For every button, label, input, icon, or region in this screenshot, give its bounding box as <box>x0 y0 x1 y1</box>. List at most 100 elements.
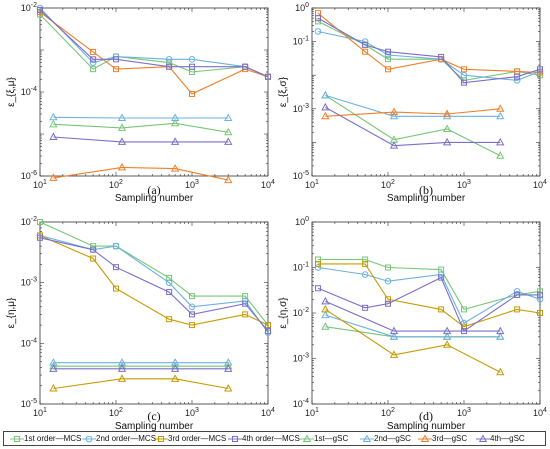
plot-area <box>39 221 269 405</box>
legend-marker <box>232 435 238 442</box>
legend-marker <box>362 433 372 442</box>
y-tick-label: 100 <box>295 216 309 227</box>
panel-label: (d) <box>419 409 433 423</box>
data-point <box>166 316 173 323</box>
series-line <box>317 276 540 332</box>
series-line <box>39 9 269 78</box>
data-point <box>170 364 180 372</box>
data-point <box>242 300 249 307</box>
data-point <box>537 69 543 76</box>
data-point <box>49 173 58 181</box>
data-point <box>49 132 58 140</box>
data-point <box>361 271 369 278</box>
data-point <box>362 48 369 55</box>
data-point <box>242 63 249 70</box>
data-point <box>315 260 322 267</box>
y-tick-label: 10-1 <box>293 262 309 273</box>
data-point <box>189 311 195 318</box>
series-6 <box>321 104 505 120</box>
triangle-marker-icon <box>476 433 490 442</box>
data-point <box>49 361 58 370</box>
series-line <box>53 166 229 181</box>
series-7 <box>49 132 233 145</box>
data-point <box>166 59 173 66</box>
series-line <box>318 263 541 328</box>
data-point <box>314 264 322 271</box>
data-point <box>224 383 233 392</box>
y-tick-label: 10-1 <box>293 36 309 47</box>
circle-marker-icon <box>82 435 96 442</box>
y-axis-label: ε_{η,μ} <box>6 297 17 328</box>
data-point <box>321 310 330 319</box>
data-point <box>315 18 322 25</box>
data-point <box>37 219 43 225</box>
series-line <box>39 221 269 326</box>
data-point <box>265 73 271 80</box>
series-2 <box>315 260 543 330</box>
data-point <box>265 327 271 334</box>
data-point <box>90 56 97 63</box>
x-tick-label: 104 <box>533 407 547 418</box>
y-axis-label: ε_{ξ,μ} <box>6 76 17 106</box>
legend-label: 2nd—gSC <box>374 434 411 443</box>
data-point <box>242 311 249 318</box>
series-4 <box>49 118 233 136</box>
data-point <box>513 287 521 295</box>
panel-a: 101 102 103 104 10-6 10-4 10-2 Sampling number ε… <box>6 2 275 204</box>
triangle-marker-icon <box>418 433 432 442</box>
series-6 <box>321 304 505 376</box>
data-point <box>460 319 468 327</box>
legend-item: 2nd—gSC <box>360 432 411 445</box>
series-5 <box>321 90 505 120</box>
data-point <box>90 243 97 250</box>
data-point <box>385 296 391 303</box>
data-point <box>321 296 330 305</box>
legend-marker <box>14 435 20 442</box>
series-line <box>325 308 501 373</box>
series-line <box>317 266 541 324</box>
data-point <box>461 66 467 73</box>
data-point <box>90 66 97 73</box>
data-point <box>514 291 521 298</box>
data-point <box>496 104 505 112</box>
data-point <box>321 90 330 99</box>
data-point <box>265 322 271 329</box>
legend-item: 4th—gSC <box>476 432 525 445</box>
data-point <box>385 300 391 307</box>
series-3 <box>37 6 271 80</box>
series-line <box>325 94 501 117</box>
series-line <box>325 108 501 117</box>
legend-item: 1st—gSC <box>300 432 348 445</box>
plot-area <box>39 7 269 177</box>
series-line <box>53 122 229 133</box>
x-tick-label: 103 <box>457 179 471 190</box>
data-point <box>384 277 392 285</box>
data-point <box>117 364 127 372</box>
legend-marker <box>158 435 164 442</box>
legend-item: 2nd order—MCS <box>82 432 156 445</box>
y-tick-label: 10-6 <box>21 170 37 181</box>
data-point <box>224 113 233 122</box>
series-line <box>39 237 269 332</box>
data-point <box>321 304 330 313</box>
data-point <box>537 291 543 298</box>
plot-area <box>311 221 541 405</box>
x-tick-label: 102 <box>109 407 123 418</box>
data-point <box>438 306 445 313</box>
data-point <box>117 162 127 171</box>
legend-marker <box>302 433 312 442</box>
legend-item: 3rd—gSC <box>418 432 467 445</box>
series-5 <box>321 310 505 340</box>
legend-item: 1st order—MCS <box>10 432 81 445</box>
y-tick-label: 10-2 <box>21 2 37 13</box>
series-6 <box>49 374 233 392</box>
y-axis-label: ε_{ξ,σ} <box>278 76 289 107</box>
data-point <box>537 310 543 316</box>
x-tick-label: 101 <box>305 407 319 418</box>
data-point <box>189 322 195 329</box>
data-point <box>438 274 445 281</box>
data-point <box>389 111 399 120</box>
panel-label: (a) <box>147 183 160 197</box>
legend-label: 2nd order—MCS <box>96 434 157 443</box>
legend-marker <box>420 433 430 442</box>
